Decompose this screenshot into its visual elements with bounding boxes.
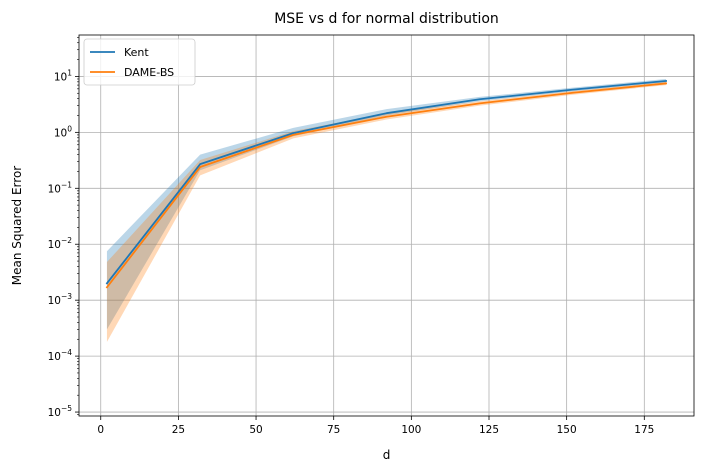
legend-label: Kent bbox=[124, 46, 149, 59]
x-tick-label: 175 bbox=[634, 424, 654, 436]
confidence-bands bbox=[106, 78, 667, 342]
y-tick-label: 10−2 bbox=[48, 236, 73, 251]
axes-frame bbox=[78, 34, 695, 417]
ticks-layer: 0 25 50 75 100 125 150 175 10−5 10−4 10−3 10−2 10−1 1… bbox=[48, 37, 654, 436]
axes-layer bbox=[78, 34, 695, 417]
y-axis-label: Mean Squared Error bbox=[10, 166, 24, 286]
y-tick-label: 10−5 bbox=[48, 404, 73, 419]
legend-box bbox=[83, 38, 196, 86]
y-tick-label: 101 bbox=[54, 68, 72, 83]
legend-label: DAME-BS bbox=[124, 66, 174, 79]
x-tick-label: 75 bbox=[327, 424, 340, 436]
x-tick-label: 25 bbox=[172, 424, 185, 436]
y-tick-label: 10−3 bbox=[48, 292, 73, 307]
series-lines bbox=[105, 79, 668, 289]
legend: Kent DAME-BS bbox=[83, 38, 196, 86]
chart-title: MSE vs d for normal distribution bbox=[274, 11, 499, 27]
x-tick-label: 125 bbox=[479, 424, 499, 436]
y-tick-label: 10−4 bbox=[48, 348, 73, 363]
series-line bbox=[105, 82, 668, 289]
confidence-band bbox=[106, 78, 667, 330]
plot-area bbox=[79, 35, 694, 416]
y-tick-label: 10−1 bbox=[48, 180, 73, 195]
confidence-band bbox=[106, 81, 667, 342]
x-tick-label: 100 bbox=[401, 424, 421, 436]
x-tick-label: 150 bbox=[557, 424, 577, 436]
y-tick-label: 100 bbox=[54, 124, 72, 139]
x-tick-label: 50 bbox=[249, 424, 262, 436]
series-line bbox=[105, 79, 668, 285]
x-tick-label: 0 bbox=[97, 424, 104, 436]
x-axis-label: d bbox=[383, 448, 391, 462]
